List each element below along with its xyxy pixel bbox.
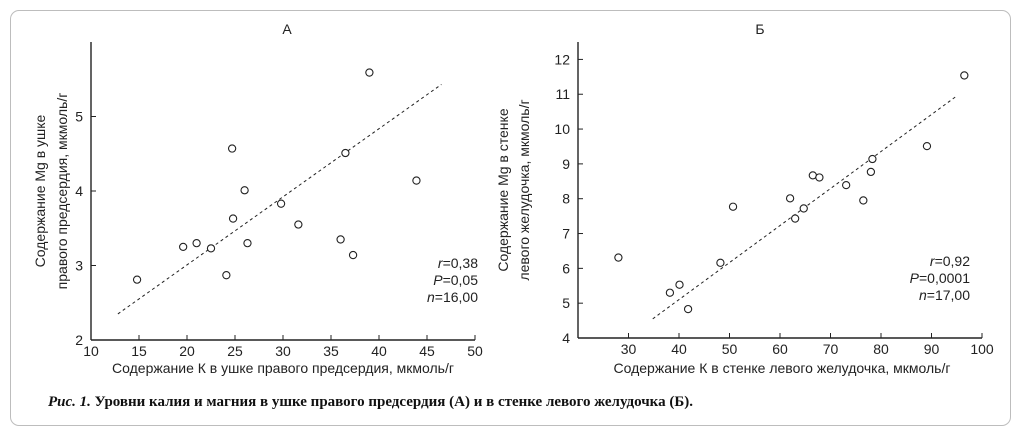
chart-b-x-tick-label: 70 xyxy=(823,341,839,357)
chart-a-point xyxy=(243,238,252,248)
chart-b-x-tick-label: 30 xyxy=(621,341,637,357)
chart-b-stat-P: P=0,0001 xyxy=(910,270,971,286)
chart-b-y-tick-label: 11 xyxy=(555,86,570,102)
chart-a-point xyxy=(348,250,358,260)
chart-b-point xyxy=(868,154,877,164)
chart-a-x-tick-label: 35 xyxy=(323,343,339,359)
chart-b-y-tick-label: 10 xyxy=(554,121,570,137)
chart-a-y-tick-label: 2 xyxy=(75,332,83,348)
chart-a-stat-n: n=16,00 xyxy=(427,289,478,305)
chart-a-point xyxy=(341,148,350,158)
chart-a-x-tick-label: 20 xyxy=(179,343,195,359)
chart-a-point xyxy=(412,176,421,185)
chart-b-y-tick-label: 5 xyxy=(562,295,570,311)
chart-b-point xyxy=(683,304,693,314)
chart-b-x-tick-label: 60 xyxy=(772,341,788,357)
chart-b-y-tick-label: 4 xyxy=(562,330,570,346)
chart-a-y-label: Содержание Mg в ушке xyxy=(32,114,48,267)
chart-b-point xyxy=(859,196,868,205)
chart-a-x-tick-label: 10 xyxy=(83,343,99,359)
chart-b-point xyxy=(791,214,800,223)
chart-a-point xyxy=(228,214,238,223)
chart-b-x-tick-label: 100 xyxy=(970,341,994,357)
chart-a-title: А xyxy=(282,21,292,37)
chart-a-trend-line xyxy=(117,84,442,315)
chart-b-y-tick-label: 8 xyxy=(562,191,570,207)
chart-b-point xyxy=(842,180,851,190)
chart-a-stat-r: r=0,38 xyxy=(438,255,478,271)
chart-b-y-tick-label: 9 xyxy=(562,156,570,172)
chart-b-stat-n: n=17,00 xyxy=(919,287,970,303)
chart-a-point xyxy=(192,238,201,248)
chart-a-point xyxy=(179,242,188,252)
chart-a-stat-P: P=0,05 xyxy=(433,272,478,288)
chart-a-x-tick-label: 15 xyxy=(131,343,147,359)
chart-a-x-tick-label: 25 xyxy=(227,343,243,359)
chart-b-x-tick-label: 40 xyxy=(671,341,687,357)
chart-a-point xyxy=(222,271,231,280)
chart-b-point xyxy=(785,194,795,203)
chart-a-point xyxy=(365,68,374,77)
chart-b-point xyxy=(960,71,969,80)
chart-b-point xyxy=(815,173,824,182)
chart-b-x-label: Содержание К в стенке левого желудочка, … xyxy=(614,360,951,376)
chart-a-point xyxy=(336,235,345,244)
chart-b-point xyxy=(866,167,876,177)
chart-a-y-tick-label: 4 xyxy=(75,183,83,199)
chart-a-y-tick-label: 5 xyxy=(75,109,83,125)
chart-a-point xyxy=(294,220,303,229)
chart-a-point xyxy=(276,199,286,208)
chart-a-y-tick-label: 3 xyxy=(75,258,83,274)
chart-a-point xyxy=(206,244,216,253)
chart-b-y-tick-label: 6 xyxy=(562,260,570,276)
chart-a-point xyxy=(240,186,249,195)
chart-a-y-label: правого предсердия, мкмоль/г xyxy=(54,93,70,290)
chart-b-point xyxy=(922,141,932,151)
chart-b-x-tick-label: 90 xyxy=(924,341,940,357)
chart-b-x-tick-label: 50 xyxy=(722,341,738,357)
chart-a-x-tick-label: 30 xyxy=(275,343,291,359)
chart-b-title: Б xyxy=(755,21,764,37)
chart-b-point xyxy=(716,258,725,267)
chart-a-x-label: Содержание К в ушке правого предсердия, … xyxy=(112,360,454,376)
chart-a-x-tick-label: 45 xyxy=(419,343,435,359)
chart-b-y-label: Содержание Mg в стенке xyxy=(495,108,511,271)
figure-caption-text: Уровни калия и магния в ушке правого пре… xyxy=(90,394,693,410)
chart-b-point xyxy=(614,253,623,262)
figure-caption: Рис. 1. Уровни калия и магния в ушке пра… xyxy=(48,394,693,411)
chart-b-y-tick-label: 7 xyxy=(562,226,570,242)
chart-b-point xyxy=(665,288,675,297)
chart-a-x-tick-label: 40 xyxy=(371,343,387,359)
chart-a-point xyxy=(227,144,237,153)
chart-a-point xyxy=(132,275,142,284)
chart-a-x-tick-label: 50 xyxy=(467,343,483,359)
chart-b-y-tick-label: 12 xyxy=(554,51,570,67)
chart-b-point xyxy=(675,280,684,289)
chart-b-point xyxy=(799,204,808,213)
figure-caption-prefix: Рис. 1. xyxy=(48,394,91,410)
chart-b-point xyxy=(728,202,738,211)
figure-frame xyxy=(10,10,1011,426)
chart-b-x-tick-label: 80 xyxy=(873,341,889,357)
chart-b-y-label: левого желудочка, мкмоль/г xyxy=(516,99,532,280)
chart-b-stat-r: r=0,92 xyxy=(930,253,970,269)
